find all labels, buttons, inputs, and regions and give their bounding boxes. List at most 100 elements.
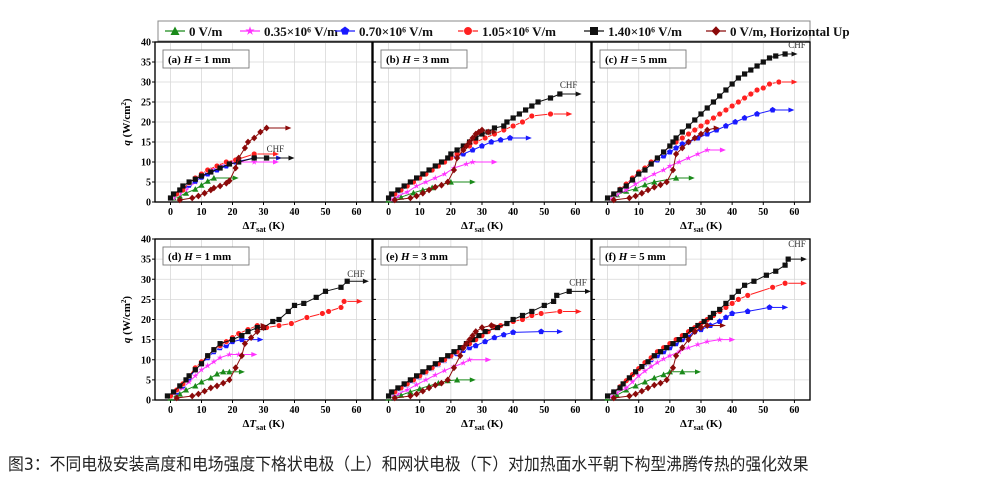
data-point: [623, 386, 630, 393]
panel-label: (b) H = 3 mm: [380, 49, 468, 69]
data-point: [638, 387, 645, 395]
panel-label-text: (b) H = 3 mm: [386, 54, 449, 66]
data-point: [488, 138, 495, 145]
data-point: [697, 122, 705, 130]
chf-arrow-icon: [719, 323, 726, 329]
data-point: [457, 345, 463, 351]
x-tick-label: 60: [570, 207, 580, 218]
data-point: [185, 378, 193, 385]
data-point: [617, 187, 623, 193]
chf-arrow-icon: [288, 155, 295, 161]
data-point: [704, 146, 711, 153]
x-tick-label: 50: [758, 405, 768, 416]
data-point: [626, 392, 633, 400]
data-point: [672, 352, 680, 360]
legend-item-sH: 0 V/m, Horizontal Up: [706, 24, 850, 39]
data-point: [773, 268, 779, 274]
data-point: [666, 162, 674, 169]
x-tick-label: 0: [168, 207, 173, 218]
data-point: [232, 364, 239, 372]
data-point: [313, 294, 319, 300]
data-point: [648, 161, 654, 167]
data-point: [679, 140, 686, 147]
x-tick-label: 30: [696, 405, 706, 416]
data-point: [660, 166, 667, 173]
data-point: [554, 292, 560, 298]
x-tick-label: 50: [321, 207, 331, 218]
data-point: [704, 338, 711, 345]
data-point: [395, 385, 401, 391]
data-point: [479, 131, 485, 137]
data-point: [523, 107, 529, 113]
data-point: [673, 135, 679, 141]
x-tick-label: 20: [446, 207, 456, 218]
legend-label: 1.05×10⁶ V/m: [482, 24, 556, 39]
x-tick-label: 20: [665, 405, 675, 416]
data-point: [454, 147, 460, 153]
data-point: [195, 390, 202, 398]
data-point: [535, 99, 541, 105]
chf-arrow-icon: [575, 91, 582, 97]
data-point: [497, 136, 504, 143]
panel-d: 0 10 20 30 40 50 60 ΔTsat (K) 0 5 10 15 20 25 30 35 40 q …: [120, 235, 373, 432]
data-point: [651, 381, 658, 389]
series-line: [391, 161, 473, 200]
legend-marker-triangle-icon: [170, 26, 180, 35]
data-point: [444, 376, 451, 384]
data-point: [529, 308, 535, 315]
data-point: [641, 378, 649, 385]
x-tick-label: 10: [634, 207, 644, 218]
legend-item-s070: 0.70×10⁶ V/m: [335, 24, 433, 39]
x-tick-label: 60: [789, 405, 799, 416]
data-point: [410, 189, 417, 196]
data-point: [666, 352, 674, 359]
data-point: [469, 332, 476, 339]
data-point: [189, 392, 196, 400]
data-point: [425, 186, 433, 194]
data-point: [744, 292, 751, 299]
chf-arrow-icon: [273, 159, 279, 165]
chf-arrow-icon: [688, 175, 695, 181]
legend-item-s0: 0 V/m: [165, 24, 223, 39]
data-point: [698, 111, 704, 117]
data-point: [491, 334, 498, 341]
chf-arrow-icon: [695, 369, 701, 375]
data-point: [510, 329, 517, 335]
data-point: [697, 130, 705, 138]
data-point: [220, 368, 227, 375]
data-point: [226, 161, 232, 167]
y-tick-label: 10: [141, 355, 151, 366]
data-point: [192, 367, 198, 373]
data-point: [482, 328, 488, 335]
data-point: [654, 359, 661, 366]
y-tick-label: 0: [146, 198, 151, 209]
data-point: [694, 341, 702, 348]
data-point: [707, 314, 713, 321]
chf-arrow-icon: [566, 111, 573, 117]
chf-arrow-icon: [782, 304, 789, 310]
data-point: [504, 320, 510, 327]
panel-e: 0 10 20 30 40 50 60 ΔTsat (K) (e) H = 3 mm CHF: [372, 238, 592, 432]
chf-arrow-icon: [469, 377, 476, 383]
series-s140: [167, 155, 295, 201]
data-point: [414, 175, 420, 181]
data-point: [198, 378, 205, 385]
x-tick-label: 0: [386, 207, 391, 218]
data-point: [744, 308, 751, 314]
chf-arrow-icon: [257, 337, 264, 343]
data-point: [651, 178, 658, 185]
data-point: [716, 336, 723, 343]
data-point: [566, 288, 572, 294]
data-point: [685, 138, 692, 146]
legend-label: 0 V/m, Horizontal Up: [730, 24, 850, 39]
x-tick-label: 20: [228, 207, 238, 218]
data-point: [189, 194, 196, 202]
data-point: [626, 375, 632, 381]
x-tick-label: 0: [168, 405, 173, 416]
data-point: [610, 196, 617, 204]
data-point: [438, 181, 445, 189]
data-point: [651, 170, 658, 177]
data-point: [478, 126, 486, 134]
legend-label: 0.35×10⁶ V/m: [264, 24, 338, 39]
data-point: [529, 103, 535, 109]
